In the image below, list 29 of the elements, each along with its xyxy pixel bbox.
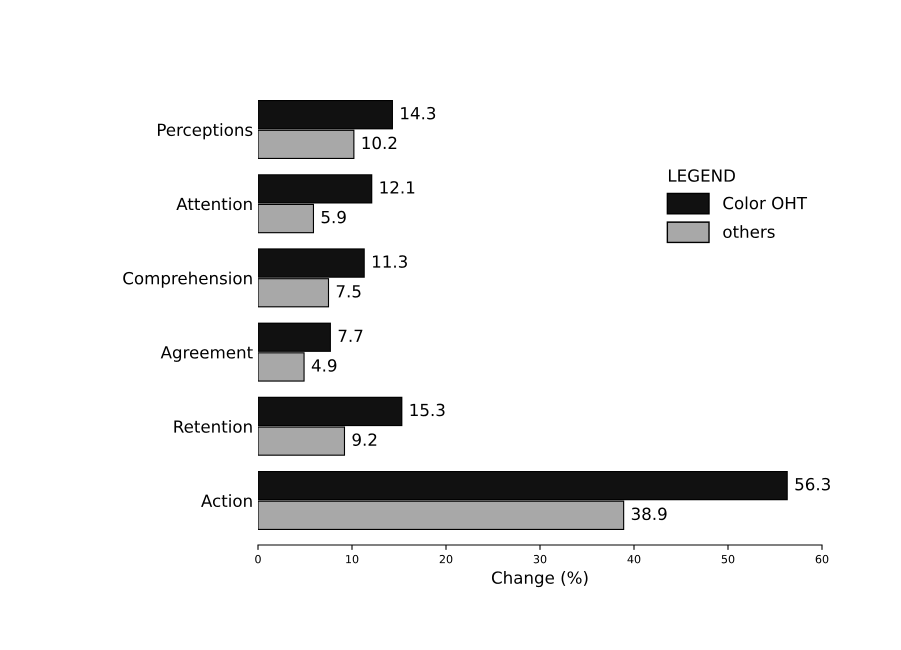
data-label: 38.9 — [632, 508, 667, 520]
data-label: 14.3 — [401, 106, 436, 120]
x-tick-label: 10 — [346, 554, 358, 564]
data-label: 7.7 — [338, 330, 362, 342]
x-tick-label: 50 — [722, 554, 734, 564]
data-label: 7.5 — [336, 285, 360, 298]
y-tick-label: Action — [201, 494, 252, 508]
legend-label: others — [723, 225, 775, 238]
data-label: 56.3 — [795, 478, 830, 490]
x-tick-label: 40 — [627, 554, 640, 564]
data-label: 15.3 — [410, 404, 445, 416]
y-tick-label: Retention — [174, 420, 252, 433]
x-tick-label: 30 — [534, 554, 546, 564]
y-tick-label: Comprehension — [123, 272, 252, 288]
data-label: 9.2 — [352, 433, 376, 446]
data-label: 5.9 — [322, 210, 346, 224]
legend-title: LEGEND — [668, 169, 735, 182]
x-tick-label: 20 — [440, 554, 452, 564]
x-tick-label: 0 — [255, 554, 261, 564]
data-label: 4.9 — [312, 359, 336, 372]
x-axis-title: Change (%) — [492, 571, 588, 588]
y-tick-label: Perceptions — [158, 123, 252, 140]
x-tick-label: 60 — [816, 554, 828, 564]
data-label: 12.1 — [380, 181, 414, 194]
y-tick-label: Attention — [176, 197, 252, 210]
data-label: 10.2 — [362, 136, 396, 150]
legend-label: Color OHT — [723, 196, 808, 210]
data-label: 11.3 — [372, 255, 407, 268]
y-tick-label: Agreement — [160, 346, 253, 362]
